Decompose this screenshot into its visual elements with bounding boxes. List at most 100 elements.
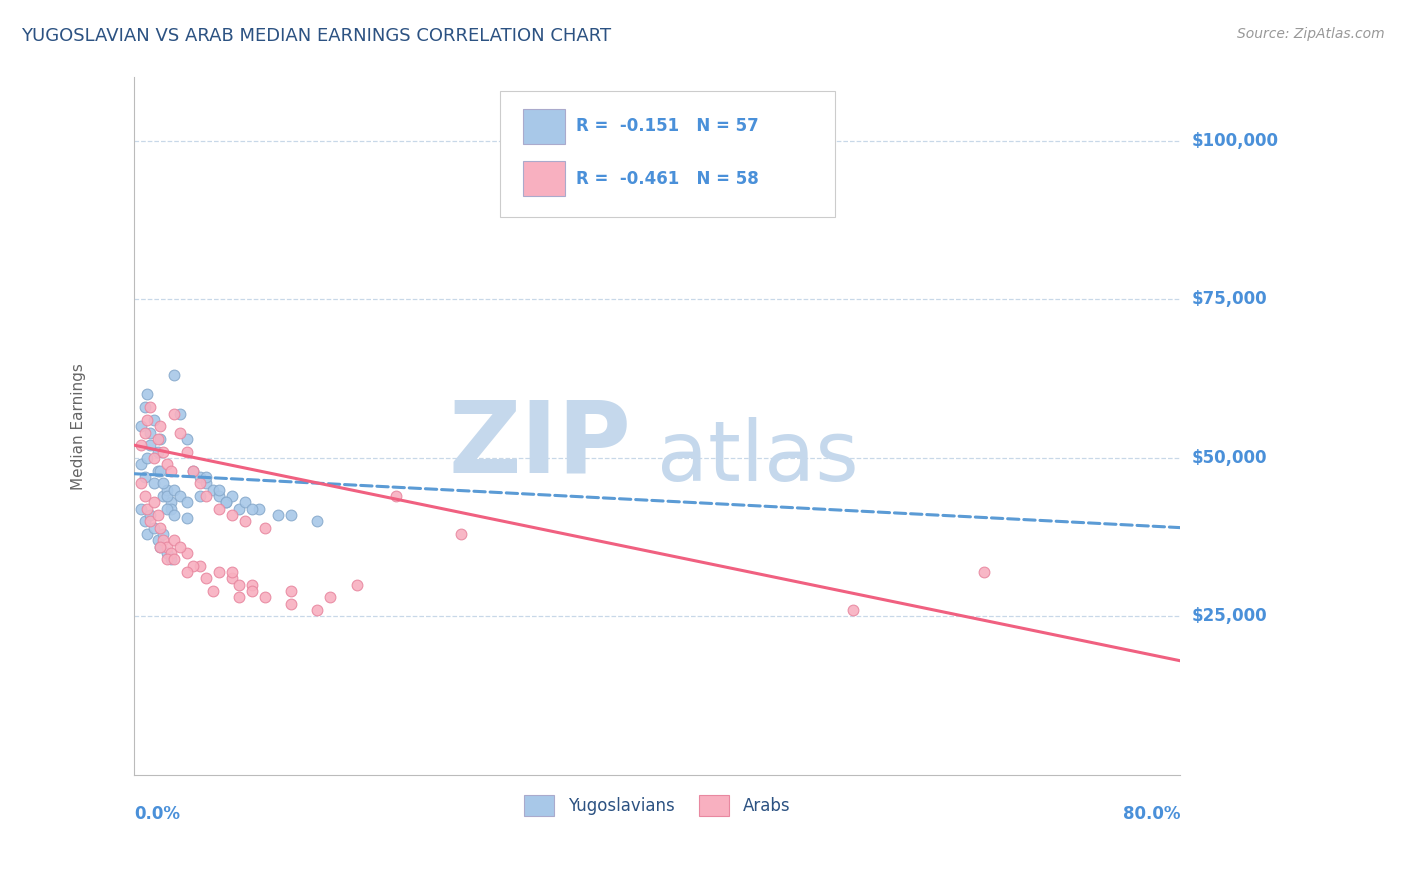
Point: [280, 597, 302, 611]
Text: ZIP: ZIP: [449, 397, 631, 493]
FancyBboxPatch shape: [523, 161, 565, 196]
Point: [195, 489, 218, 503]
Point: [152, 527, 174, 541]
Point: [136, 387, 159, 401]
Legend: Yugoslavians, Arabs: Yugoslavians, Arabs: [517, 789, 797, 822]
Point: [129, 501, 152, 516]
Point: [146, 464, 169, 478]
Point: [129, 438, 152, 452]
Point: [267, 508, 290, 522]
Point: [215, 495, 238, 509]
Point: [134, 514, 156, 528]
Point: [162, 483, 184, 497]
Point: [146, 432, 169, 446]
Point: [181, 464, 204, 478]
Point: [228, 577, 250, 591]
Point: [139, 508, 162, 522]
Point: [156, 546, 179, 560]
Text: $25,000: $25,000: [1191, 607, 1267, 625]
Point: [201, 584, 224, 599]
Point: [156, 501, 179, 516]
FancyBboxPatch shape: [523, 109, 565, 144]
Point: [149, 540, 172, 554]
Point: [139, 425, 162, 440]
Point: [169, 425, 191, 440]
Point: [149, 464, 172, 478]
Point: [160, 552, 183, 566]
Point: [139, 400, 162, 414]
Text: $100,000: $100,000: [1191, 132, 1278, 150]
Point: [162, 368, 184, 383]
Point: [160, 546, 183, 560]
Point: [240, 584, 263, 599]
Point: [176, 511, 198, 525]
Point: [319, 591, 342, 605]
Text: YUGOSLAVIAN VS ARAB MEDIAN EARNINGS CORRELATION CHART: YUGOSLAVIAN VS ARAB MEDIAN EARNINGS CORR…: [21, 27, 612, 45]
Point: [152, 476, 174, 491]
Point: [254, 591, 277, 605]
Point: [149, 419, 172, 434]
Point: [280, 584, 302, 599]
Point: [142, 495, 165, 509]
Point: [160, 501, 183, 516]
Point: [235, 514, 257, 528]
Point: [195, 571, 218, 585]
Point: [221, 489, 243, 503]
Point: [307, 514, 329, 528]
Point: [149, 540, 172, 554]
Point: [134, 425, 156, 440]
Point: [129, 419, 152, 434]
Point: [195, 476, 218, 491]
Text: 80.0%: 80.0%: [1123, 805, 1181, 823]
Point: [221, 508, 243, 522]
Point: [136, 501, 159, 516]
Point: [136, 450, 159, 465]
Point: [156, 540, 179, 554]
Point: [169, 489, 191, 503]
Point: [129, 476, 152, 491]
Point: [139, 514, 162, 528]
Text: 0.0%: 0.0%: [135, 805, 180, 823]
Point: [142, 413, 165, 427]
Text: R =  -0.461   N = 58: R = -0.461 N = 58: [575, 169, 758, 187]
Point: [139, 438, 162, 452]
Point: [134, 489, 156, 503]
Point: [201, 483, 224, 497]
Point: [181, 464, 204, 478]
Point: [235, 495, 257, 509]
Point: [228, 501, 250, 516]
Point: [176, 432, 198, 446]
Point: [176, 444, 198, 458]
Point: [188, 470, 211, 484]
Text: Source: ZipAtlas.com: Source: ZipAtlas.com: [1237, 27, 1385, 41]
Point: [160, 495, 183, 509]
Point: [156, 483, 179, 497]
Text: R =  -0.151   N = 57: R = -0.151 N = 57: [575, 117, 758, 136]
Point: [215, 495, 238, 509]
Point: [142, 450, 165, 465]
Point: [149, 521, 172, 535]
Point: [152, 533, 174, 548]
Point: [136, 527, 159, 541]
Point: [188, 489, 211, 503]
Point: [346, 577, 368, 591]
Point: [142, 476, 165, 491]
Point: [162, 533, 184, 548]
Point: [176, 565, 198, 579]
Point: [208, 483, 231, 497]
Point: [188, 558, 211, 573]
Point: [221, 571, 243, 585]
Point: [156, 457, 179, 471]
FancyBboxPatch shape: [501, 91, 835, 217]
Point: [221, 565, 243, 579]
Point: [188, 476, 211, 491]
Text: Median Earnings: Median Earnings: [72, 363, 86, 490]
Point: [149, 432, 172, 446]
Point: [146, 444, 169, 458]
Point: [228, 591, 250, 605]
Point: [162, 508, 184, 522]
Text: $50,000: $50,000: [1191, 449, 1267, 467]
Point: [142, 521, 165, 535]
Point: [169, 407, 191, 421]
Text: atlas: atlas: [658, 417, 859, 499]
